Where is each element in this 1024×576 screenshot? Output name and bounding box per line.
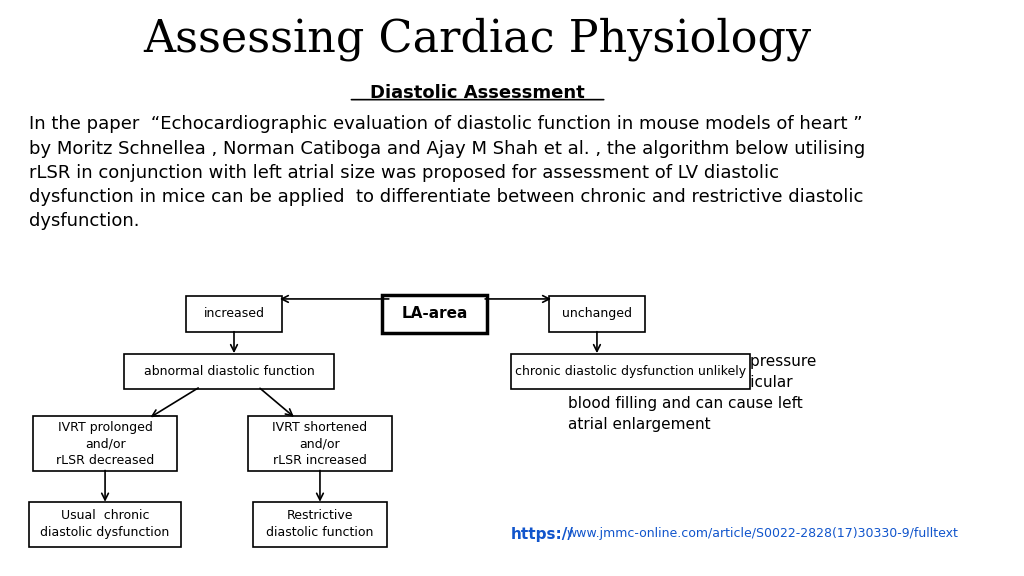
Text: Diastolic Assessment: Diastolic Assessment xyxy=(371,84,585,101)
FancyBboxPatch shape xyxy=(511,354,750,389)
Text: Assessing Cardiac Physiology: Assessing Cardiac Physiology xyxy=(143,17,812,61)
FancyBboxPatch shape xyxy=(249,416,391,471)
FancyBboxPatch shape xyxy=(253,502,387,547)
FancyBboxPatch shape xyxy=(382,295,487,333)
Text: LA-area: LA-area xyxy=(401,306,468,321)
Text: An increase in LV filling pressure
restricts left atrial ventricular
blood filli: An increase in LV filling pressure restr… xyxy=(568,354,817,432)
Text: abnormal diastolic function: abnormal diastolic function xyxy=(143,365,314,378)
Text: In the paper  “Echocardiographic evaluation of diastolic function in mouse model: In the paper “Echocardiographic evaluati… xyxy=(29,115,865,230)
FancyBboxPatch shape xyxy=(186,296,282,332)
FancyBboxPatch shape xyxy=(549,296,645,332)
Text: www.jmmc-online.com/article/S0022-2828(17)30330-9/fulltext: www.jmmc-online.com/article/S0022-2828(1… xyxy=(566,527,958,540)
Text: Restrictive
diastolic function: Restrictive diastolic function xyxy=(266,509,374,539)
Text: https://: https:// xyxy=(511,527,574,542)
Text: IVRT prolonged
and/or
rLSR decreased: IVRT prolonged and/or rLSR decreased xyxy=(56,420,155,467)
Text: Usual  chronic
diastolic dysfunction: Usual chronic diastolic dysfunction xyxy=(40,509,170,539)
Text: chronic diastolic dysfunction unlikely: chronic diastolic dysfunction unlikely xyxy=(515,365,745,378)
Text: IVRT shortened
and/or
rLSR increased: IVRT shortened and/or rLSR increased xyxy=(272,420,368,467)
FancyBboxPatch shape xyxy=(124,354,334,389)
Text: increased: increased xyxy=(204,308,264,320)
Text: unchanged: unchanged xyxy=(562,308,632,320)
FancyBboxPatch shape xyxy=(34,416,177,471)
FancyBboxPatch shape xyxy=(29,502,181,547)
